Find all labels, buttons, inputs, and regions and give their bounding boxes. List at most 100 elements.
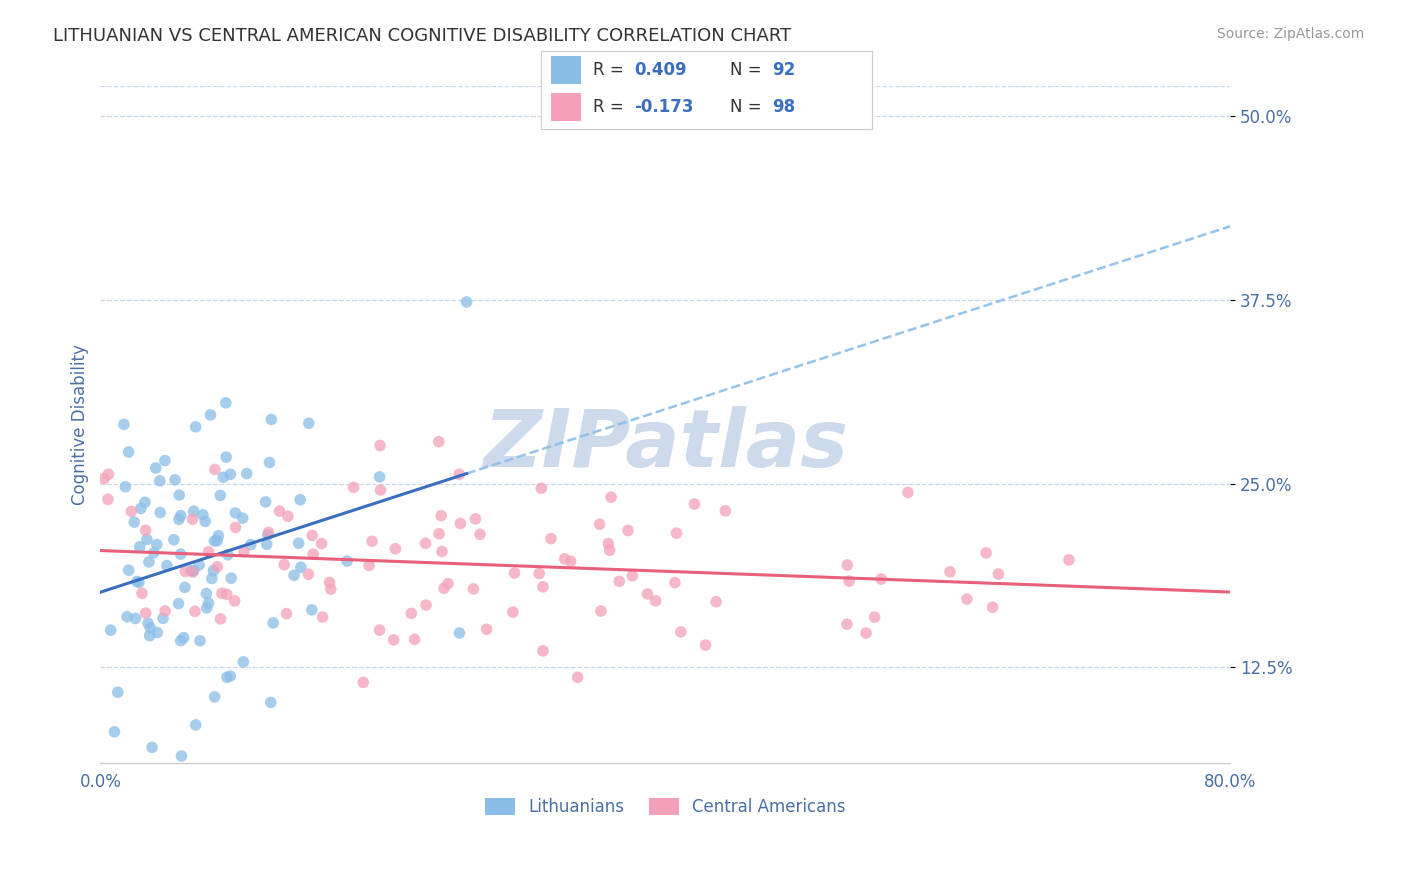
Point	[195, 586, 218, 600]
Point	[427, 434, 450, 449]
Point	[260, 412, 283, 426]
Point	[170, 749, 193, 764]
Point	[97, 492, 120, 507]
Point	[217, 548, 239, 562]
Point	[475, 622, 498, 636]
Point	[93, 472, 115, 486]
Point	[987, 567, 1010, 582]
Point	[256, 528, 278, 542]
Point	[665, 526, 688, 541]
Point	[449, 626, 471, 640]
Point	[1057, 553, 1080, 567]
Point	[599, 543, 621, 558]
Point	[319, 582, 342, 597]
Point	[188, 558, 211, 572]
Point	[120, 504, 142, 518]
Text: LITHUANIAN VS CENTRAL AMERICAN COGNITIVE DISABILITY CORRELATION CHART: LITHUANIAN VS CENTRAL AMERICAN COGNITIVE…	[53, 27, 792, 45]
Point	[215, 670, 238, 684]
Point	[297, 567, 319, 582]
Point	[835, 617, 858, 632]
Point	[254, 495, 277, 509]
Text: R =: R =	[592, 61, 628, 78]
Point	[621, 569, 644, 583]
Point	[201, 572, 224, 586]
Point	[209, 488, 232, 502]
Point	[939, 565, 962, 579]
Point	[540, 532, 562, 546]
Point	[134, 495, 156, 509]
Point	[145, 461, 167, 475]
Point	[449, 467, 471, 482]
Point	[437, 576, 460, 591]
Point	[135, 606, 157, 620]
Point	[149, 474, 172, 488]
Point	[502, 605, 524, 619]
Point	[117, 563, 139, 577]
Point	[124, 611, 146, 625]
Point	[863, 610, 886, 624]
Text: ZIPatlas: ZIPatlas	[482, 406, 848, 484]
Point	[311, 610, 333, 624]
Point	[173, 631, 195, 645]
Point	[197, 545, 219, 559]
Point	[139, 621, 162, 635]
Point	[232, 511, 254, 525]
Point	[456, 295, 478, 310]
Point	[235, 467, 257, 481]
Point	[361, 534, 384, 549]
Point	[956, 592, 979, 607]
Point	[153, 453, 176, 467]
Point	[146, 538, 169, 552]
Point	[122, 515, 145, 529]
Point	[404, 632, 426, 647]
Point	[219, 669, 242, 683]
Point	[368, 438, 391, 452]
Point	[128, 540, 150, 554]
Point	[342, 480, 364, 494]
Point	[205, 533, 228, 548]
Point	[215, 396, 238, 410]
Point	[136, 616, 159, 631]
Point	[207, 529, 229, 543]
Point	[174, 565, 197, 579]
Point	[257, 525, 280, 540]
Point	[401, 607, 423, 621]
Point	[382, 632, 405, 647]
Point	[357, 558, 380, 573]
Point	[224, 594, 246, 608]
Point	[695, 638, 717, 652]
Point	[204, 690, 226, 704]
Point	[415, 536, 437, 550]
Point	[129, 501, 152, 516]
Point	[433, 581, 456, 595]
Point	[704, 595, 727, 609]
Text: R =: R =	[592, 98, 628, 116]
Point	[112, 417, 135, 432]
Point	[128, 575, 150, 590]
Text: 98: 98	[773, 98, 796, 116]
Point	[167, 488, 190, 502]
Point	[287, 536, 309, 550]
Point	[468, 527, 491, 541]
Text: 0.409: 0.409	[634, 61, 686, 78]
Point	[103, 724, 125, 739]
Point	[273, 558, 295, 572]
Point	[301, 528, 323, 542]
Point	[277, 509, 299, 524]
Point	[531, 644, 554, 658]
Point	[202, 533, 225, 548]
Point	[114, 480, 136, 494]
Point	[167, 597, 190, 611]
Point	[107, 685, 129, 699]
Point	[527, 566, 550, 581]
Point	[202, 564, 225, 578]
Point	[135, 523, 157, 537]
Point	[180, 564, 202, 578]
Point	[115, 609, 138, 624]
Point	[318, 575, 340, 590]
Point	[430, 508, 453, 523]
Point	[97, 467, 120, 482]
Point	[370, 483, 392, 497]
Point	[531, 580, 554, 594]
Point	[211, 586, 233, 600]
